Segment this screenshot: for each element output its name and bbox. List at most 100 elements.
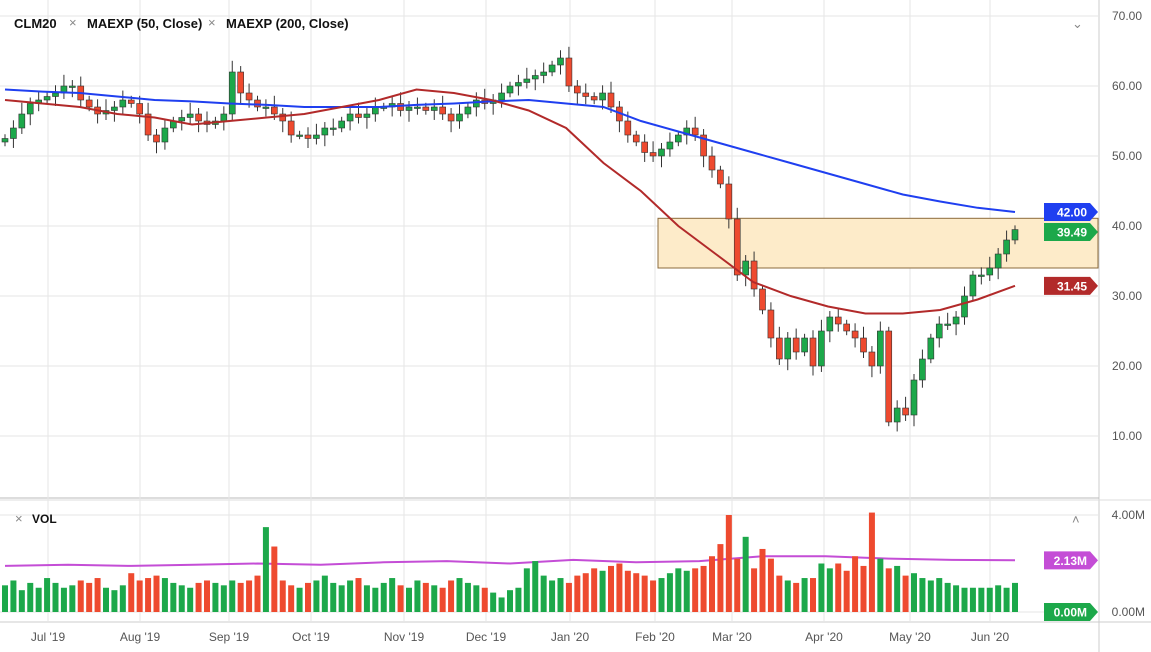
y-tick-label: 50.00 — [1112, 149, 1142, 163]
volume-bar — [759, 548, 766, 612]
legend-symbol[interactable]: CLM20 — [14, 16, 57, 31]
volume-bar — [94, 578, 101, 612]
volume-bar — [751, 568, 758, 612]
volume-bar — [532, 561, 539, 612]
volume-bar — [153, 575, 160, 612]
candle-up — [826, 316, 834, 332]
legend-ma50[interactable]: MAEXP (50, Close) — [87, 16, 202, 31]
resistance-zone[interactable] — [657, 217, 1099, 269]
volume-bar — [953, 585, 960, 612]
candle-up — [52, 92, 59, 97]
volume-bar — [44, 578, 51, 612]
remove-ma50-icon[interactable]: × — [69, 15, 77, 30]
collapse-chevron-up-icon[interactable]: ˄ — [1072, 512, 1080, 527]
volume-bar — [136, 580, 143, 612]
x-tick-label: Mar '20 — [712, 630, 752, 644]
volume-bar — [927, 580, 934, 612]
volume-bar — [296, 587, 303, 612]
volume-bar — [178, 585, 185, 612]
volume-bar — [397, 585, 404, 612]
volume-last-label: 0.00M — [1054, 606, 1087, 620]
volume-bar — [145, 578, 152, 612]
candle-up — [683, 127, 691, 136]
x-tick-label: Jun '20 — [971, 630, 1010, 644]
volume-bar — [507, 590, 513, 612]
volume-bar — [549, 580, 556, 612]
volume-bar — [843, 570, 850, 612]
x-tick-label: Dec '19 — [466, 630, 507, 644]
volume-bar — [195, 582, 202, 612]
volume-bar — [902, 575, 909, 612]
candle-up — [372, 106, 379, 115]
candle-up — [919, 358, 926, 381]
candle-down — [127, 99, 135, 104]
volume-bar — [363, 585, 370, 612]
volume-bar — [717, 544, 724, 612]
volume-bar — [77, 580, 84, 612]
volume-bar — [860, 565, 867, 612]
volume-bar — [10, 580, 17, 612]
candle-up — [515, 82, 522, 87]
candle-down — [885, 330, 893, 423]
candle-up — [927, 337, 935, 360]
volume-bar — [35, 587, 42, 612]
volume-bar — [103, 587, 109, 612]
legend-vol[interactable]: VOL — [32, 512, 57, 526]
candle-up — [599, 92, 606, 101]
y-tick-label: 60.00 — [1112, 79, 1142, 93]
volume-bar — [246, 580, 253, 612]
volume-bar — [911, 573, 917, 612]
candle-down — [809, 337, 817, 367]
candle-down — [792, 337, 800, 353]
candle-up — [111, 106, 118, 111]
candle-up — [952, 316, 960, 325]
x-tick-label: Nov '19 — [384, 630, 425, 644]
candle-up — [658, 148, 665, 157]
volume-bar — [818, 563, 825, 612]
volume-bar — [709, 556, 715, 612]
candle-down — [868, 351, 876, 367]
candle-up — [994, 253, 1002, 269]
volume-bar — [229, 580, 236, 612]
y-tick-label: 20.00 — [1112, 359, 1142, 373]
volume-bar — [1003, 587, 1010, 612]
candle-up — [178, 117, 186, 122]
volume-bar — [540, 575, 547, 612]
volume-bar — [666, 573, 673, 612]
candle-up — [119, 99, 127, 108]
volume-bar — [877, 558, 884, 612]
remove-vol-icon[interactable]: × — [15, 511, 23, 526]
volume-ma-line — [4, 555, 1016, 567]
candle-up — [296, 134, 303, 137]
volume-bar — [633, 573, 640, 612]
x-tick-label: Sep '19 — [209, 630, 250, 644]
y-tick-label: 70.00 — [1112, 9, 1142, 23]
candle-down — [834, 316, 842, 325]
candle-up — [877, 330, 884, 367]
candle-up — [10, 127, 17, 139]
volume-bar — [894, 565, 901, 612]
volume-bar — [406, 587, 412, 612]
volume-bar — [793, 582, 800, 612]
candle-up — [346, 113, 354, 122]
candle-up — [43, 96, 51, 101]
candle-down — [902, 407, 909, 416]
volume-bar — [995, 585, 1002, 612]
collapse-chevron-down-icon[interactable]: ⌄ — [1072, 16, 1083, 31]
candle-up — [1, 138, 9, 143]
candle-up — [69, 85, 76, 88]
volume-bar — [868, 512, 875, 612]
volume-last-tag — [1044, 603, 1098, 621]
remove-ma200-icon[interactable]: × — [208, 15, 216, 30]
legend-ma200[interactable]: MAEXP (200, Close) — [226, 16, 349, 31]
volume-bar — [69, 585, 76, 612]
candle-up — [220, 113, 228, 122]
ma200-last-tag — [1044, 203, 1098, 221]
candle-down — [422, 106, 430, 111]
candle-down — [843, 323, 850, 332]
volume-bar — [456, 578, 463, 612]
volume-bar — [961, 587, 968, 612]
candle-up — [262, 106, 270, 109]
